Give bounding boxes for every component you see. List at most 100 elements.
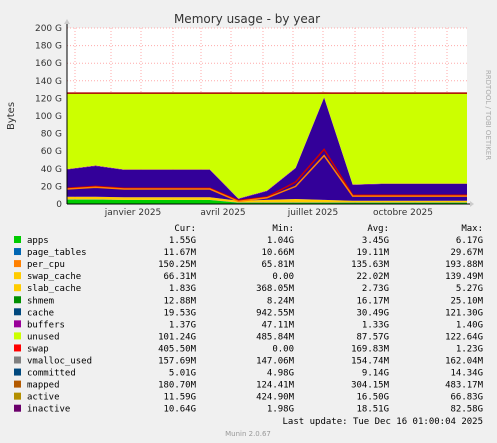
legend-cur-slab_cache: 1.83G xyxy=(169,284,196,294)
legend: Cur: Min: Avg: Max: apps 1.55G 1.04G 3.45G 6… xyxy=(14,224,484,415)
legend-min-active: 424.90M xyxy=(256,393,295,403)
y-tick-label: 200 G xyxy=(35,24,62,34)
legend-cur-swap_cache: 66.31M xyxy=(163,272,196,282)
legend-max-mapped: 483.17M xyxy=(445,381,484,391)
legend-name-swap: swap xyxy=(27,344,49,354)
legend-avg-inactive: 18.51G xyxy=(356,405,389,415)
legend-swatch-shmem xyxy=(14,296,21,304)
legend-min-page_tables: 10.66M xyxy=(261,248,294,258)
legend-min-apps: 1.04G xyxy=(267,236,294,246)
legend-avg-slab_cache: 2.73G xyxy=(362,284,389,294)
side-credit: RRDTOOL / TOBI OETIKER xyxy=(484,70,492,160)
legend-min-vmalloc_used: 147.06M xyxy=(256,357,295,367)
x-tick-label: janvier 2025 xyxy=(104,208,162,218)
legend-max-per_cpu: 193.88M xyxy=(445,260,484,270)
legend-header-cur: Cur: xyxy=(174,224,196,234)
legend-max-committed: 14.34G xyxy=(450,369,483,379)
legend-name-apps: apps xyxy=(27,236,49,246)
legend-min-cache: 942.55M xyxy=(256,308,295,318)
x-tick-labels: janvier 2025 avril 2025 juillet 2025 octobr… xyxy=(104,208,433,218)
legend-header-avg: Avg: xyxy=(367,224,389,234)
legend-swatch-vmalloc_used xyxy=(14,356,21,364)
legend-avg-cache: 30.49G xyxy=(356,308,389,318)
legend-swatch-apps xyxy=(14,236,21,243)
legend-header-min: Min: xyxy=(272,224,294,234)
legend-avg-apps: 3.45G xyxy=(362,236,389,246)
legend-name-vmalloc_used: vmalloc_used xyxy=(27,357,92,367)
legend-max-swap_cache: 139.49M xyxy=(445,272,484,282)
legend-swatch-active xyxy=(14,392,21,400)
legend-name-cache: cache xyxy=(27,308,54,318)
legend-min-slab_cache: 368.05M xyxy=(256,284,295,294)
legend-min-mapped: 124.41M xyxy=(256,381,295,391)
legend-swatch-swap_cache xyxy=(14,272,21,280)
legend-cur-swap: 405.50M xyxy=(158,344,197,354)
legend-cur-buffers: 1.37G xyxy=(169,320,196,330)
legend-swatch-unused xyxy=(14,332,21,340)
legend-swatch-swap xyxy=(14,344,21,352)
legend-max-buffers: 1.40G xyxy=(456,320,483,330)
y-tick-labels: 0 20 G 40 G 60 G 80 G 100 G 120 G 140 G 160 G 180… xyxy=(35,24,62,210)
legend-header-max: Max: xyxy=(461,224,483,234)
legend-min-swap_cache: 0.00 xyxy=(272,272,294,282)
y-tick-label: 140 G xyxy=(35,77,62,87)
legend-min-committed: 4.98G xyxy=(267,369,294,379)
legend-avg-committed: 9.14G xyxy=(362,369,389,379)
y-axis-arrow xyxy=(64,19,70,24)
legend-name-active: active xyxy=(27,393,60,403)
area-unused xyxy=(67,92,467,199)
legend-cur-shmem: 12.88M xyxy=(163,296,196,306)
legend-name-inactive: inactive xyxy=(27,405,70,415)
legend-avg-page_tables: 19.11M xyxy=(356,248,389,258)
series-lines xyxy=(66,92,467,203)
area-cache xyxy=(67,97,467,201)
legend-avg-mapped: 304.15M xyxy=(351,381,390,391)
legend-cur-inactive: 10.64G xyxy=(163,405,196,415)
x-tick-label: octobre 2025 xyxy=(373,208,433,218)
legend-max-active: 66.83G xyxy=(450,393,483,403)
legend-name-slab_cache: slab_cache xyxy=(27,284,81,294)
legend-swatch-slab_cache xyxy=(14,284,21,292)
legend-avg-shmem: 16.17M xyxy=(356,296,389,306)
legend-avg-active: 16.50G xyxy=(356,393,389,403)
legend-name-buffers: buffers xyxy=(27,320,65,330)
legend-swatch-mapped xyxy=(14,380,21,388)
legend-swatch-inactive xyxy=(14,404,21,412)
x-tick-label: avril 2025 xyxy=(200,208,245,218)
legend-max-shmem: 25.10M xyxy=(450,296,483,306)
legend-min-swap: 0.00 xyxy=(272,344,294,354)
legend-min-shmem: 8.24M xyxy=(267,296,295,306)
legend-swatch-cache xyxy=(14,308,21,316)
y-tick-label: 180 G xyxy=(35,42,62,52)
legend-min-per_cpu: 65.81M xyxy=(261,260,294,270)
legend-max-inactive: 82.58G xyxy=(450,405,483,415)
legend-max-page_tables: 29.67M xyxy=(450,248,483,258)
line-inactive xyxy=(66,154,467,203)
legend-cur-mapped: 180.70M xyxy=(158,381,197,391)
chart-title: Memory usage - by year xyxy=(174,12,320,26)
legend-name-page_tables: page_tables xyxy=(27,248,87,258)
legend-max-apps: 6.17G xyxy=(456,236,483,246)
legend-cur-vmalloc_used: 157.69M xyxy=(158,357,197,367)
y-tick-label: 20 G xyxy=(41,182,62,192)
legend-name-unused: unused xyxy=(27,332,60,342)
legend-max-cache: 121.30G xyxy=(445,308,483,318)
legend-name-committed: committed xyxy=(27,369,76,379)
munin-version: Munin 2.0.67 xyxy=(225,430,271,438)
legend-max-slab_cache: 5.27G xyxy=(456,284,483,294)
legend-cur-page_tables: 11.67M xyxy=(163,248,196,258)
y-tick-label: 80 G xyxy=(41,130,62,140)
y-tick-label: 160 G xyxy=(35,59,62,69)
y-tick-label: 0 xyxy=(56,200,62,210)
area-apps xyxy=(67,199,467,204)
legend-avg-buffers: 1.33G xyxy=(362,320,389,330)
y-axis-label: Bytes xyxy=(6,102,17,130)
x-tick-label: juillet 2025 xyxy=(287,208,339,218)
legend-cur-committed: 5.01G xyxy=(169,369,196,379)
legend-name-mapped: mapped xyxy=(27,381,60,391)
legend-name-shmem: shmem xyxy=(27,296,54,306)
y-tick-label: 100 G xyxy=(35,112,62,122)
stacked-areas xyxy=(67,92,467,204)
legend-name-swap_cache: swap_cache xyxy=(27,272,81,282)
legend-swatch-page_tables xyxy=(14,248,21,256)
